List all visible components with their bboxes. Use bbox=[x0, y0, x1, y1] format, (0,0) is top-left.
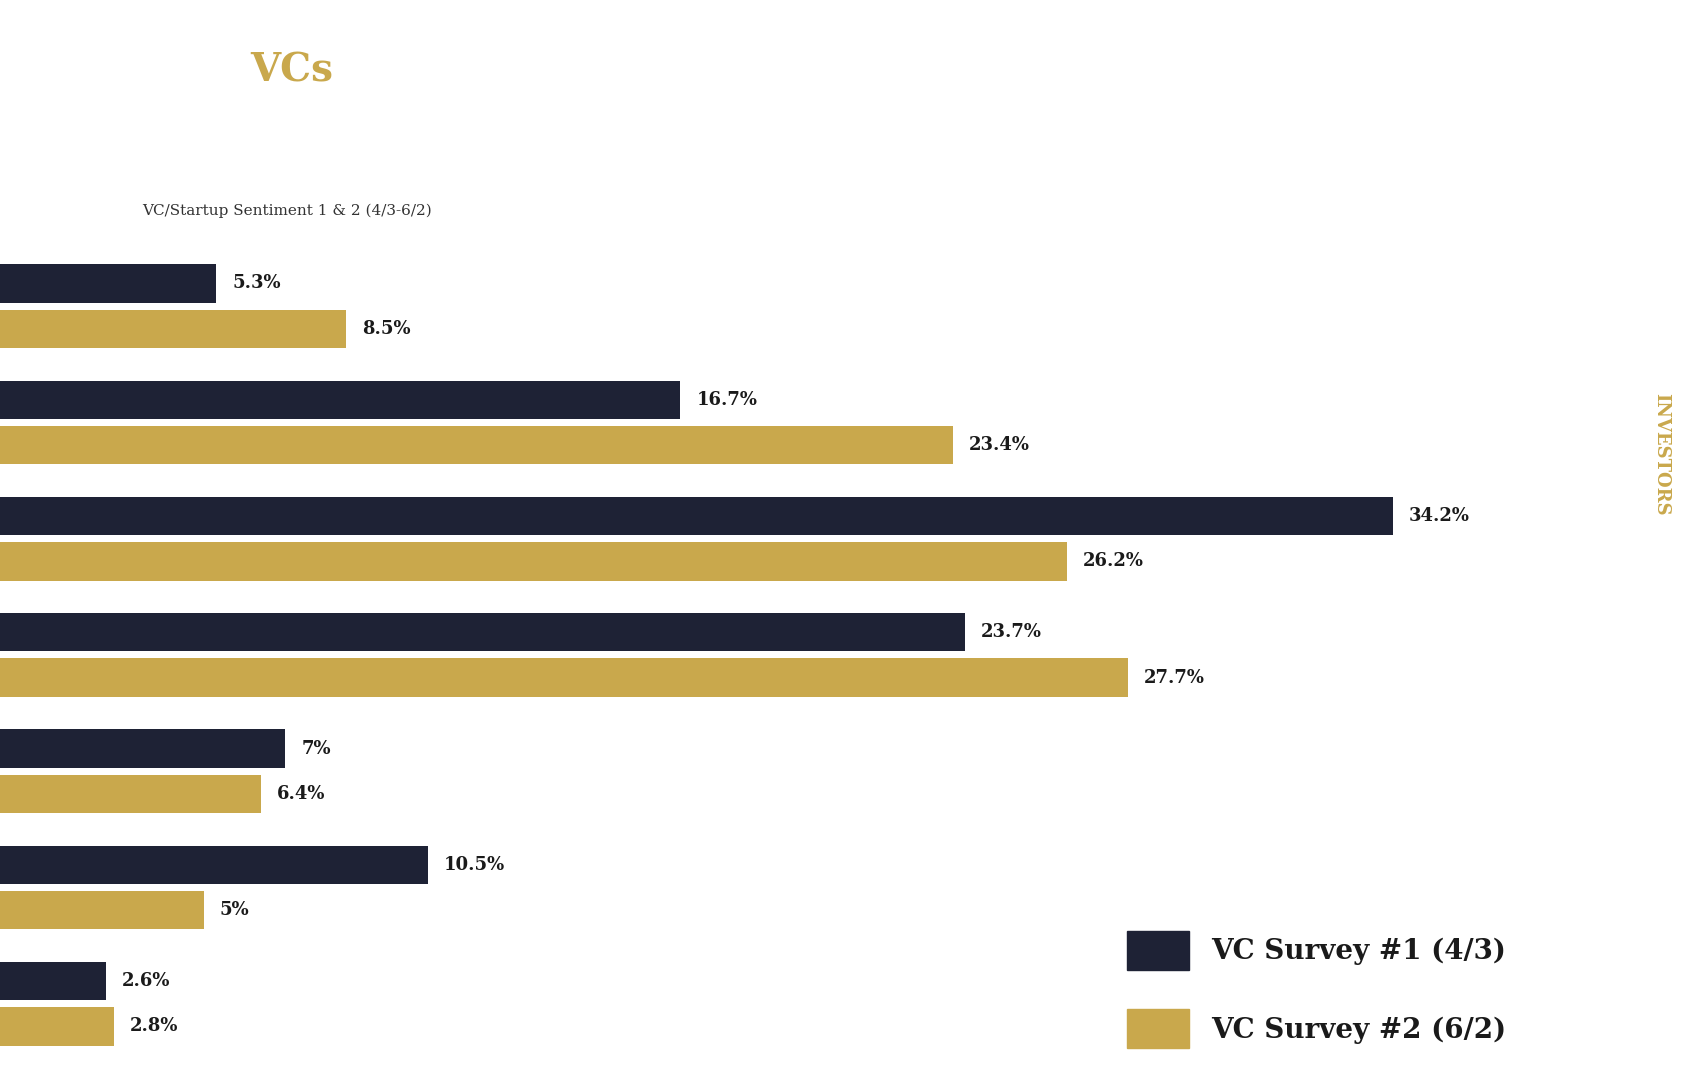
Text: 10.5%: 10.5% bbox=[444, 855, 505, 874]
Bar bbox=[0, 542, 1067, 580]
Text: 5%: 5% bbox=[220, 901, 249, 920]
Bar bbox=[0, 891, 203, 930]
Text: adjust their rates of capital deployment into: adjust their rates of capital deployment… bbox=[332, 51, 1310, 91]
Bar bbox=[0, 425, 953, 465]
Bar bbox=[0, 613, 965, 651]
Text: NfX: NfX bbox=[1532, 69, 1668, 130]
Bar bbox=[0, 1007, 113, 1045]
Text: new investments compared to pre-pandemic times?: new investments compared to pre-pandemic… bbox=[51, 154, 1173, 191]
Text: How will: How will bbox=[51, 51, 252, 89]
Text: 8.5%: 8.5% bbox=[362, 320, 411, 338]
Bar bbox=[0, 659, 1128, 697]
Text: INVESTORS: INVESTORS bbox=[1652, 394, 1669, 516]
Text: 26.2%: 26.2% bbox=[1084, 552, 1144, 571]
Text: 2.8%: 2.8% bbox=[130, 1018, 179, 1035]
Legend: VC Survey #1 (4/3), VC Survey #2 (6/2): VC Survey #1 (4/3), VC Survey #2 (6/2) bbox=[1116, 920, 1517, 1059]
Text: 27.7%: 27.7% bbox=[1144, 669, 1205, 686]
Bar bbox=[0, 962, 107, 1000]
Text: VC/Startup Sentiment 1 & 2 (4/3-6/2): VC/Startup Sentiment 1 & 2 (4/3-6/2) bbox=[142, 204, 432, 218]
Text: VCs: VCs bbox=[251, 51, 334, 89]
Text: 6.4%: 6.4% bbox=[278, 784, 325, 803]
Text: 2.6%: 2.6% bbox=[122, 972, 171, 991]
Bar bbox=[0, 846, 428, 884]
Bar bbox=[0, 775, 261, 813]
Text: 23.7%: 23.7% bbox=[982, 623, 1043, 642]
Bar bbox=[0, 496, 1393, 536]
Bar bbox=[0, 381, 681, 419]
Text: 5.3%: 5.3% bbox=[232, 275, 281, 292]
Bar bbox=[0, 310, 345, 348]
Bar bbox=[0, 264, 215, 302]
Text: 34.2%: 34.2% bbox=[1409, 507, 1470, 525]
Text: 7%: 7% bbox=[301, 740, 330, 757]
Bar bbox=[0, 730, 284, 768]
Text: 23.4%: 23.4% bbox=[968, 436, 1029, 454]
Text: 16.7%: 16.7% bbox=[696, 391, 757, 409]
